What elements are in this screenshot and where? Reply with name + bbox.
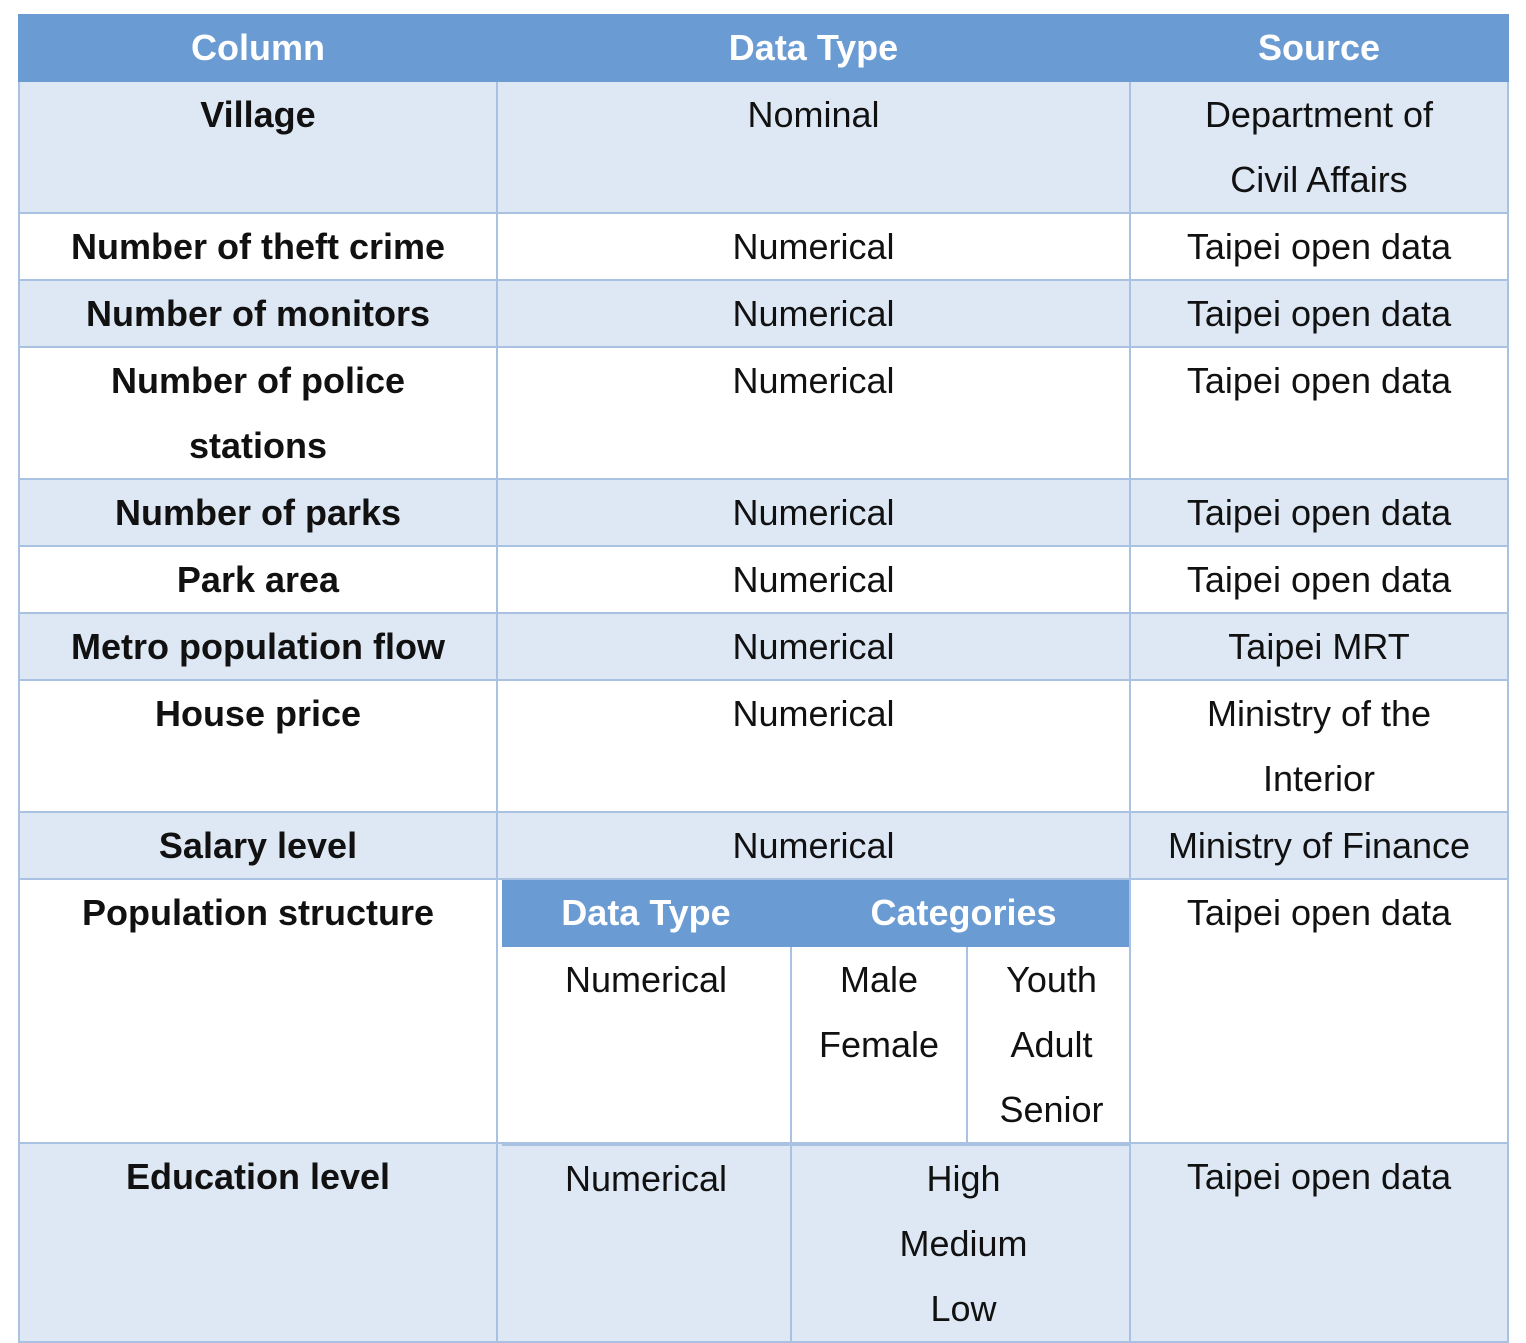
category-item: Female	[818, 1024, 940, 1065]
column-name: Metro population flow	[18, 612, 498, 681]
source: Taipei open data	[1129, 212, 1509, 281]
table-row: Metro population flow Numerical Taipei M…	[18, 612, 1509, 681]
source-line: Department of	[1204, 94, 1434, 135]
header-row: Column Data Type Source	[18, 14, 1509, 82]
sub-data-type: Numerical	[502, 945, 792, 1141]
data-type: Numerical	[496, 545, 1131, 614]
subtable-row: Numerical Male Female Youth Adult Senior	[502, 945, 1128, 1141]
category-item: Low	[930, 1288, 997, 1329]
sub-data-type: Numerical	[502, 1145, 792, 1340]
source: Taipei open data	[1129, 279, 1509, 348]
category-item: Medium	[899, 1223, 1028, 1264]
category-item: Male	[839, 959, 919, 1000]
subheader-categories: Categories	[789, 881, 1128, 947]
table-row: Salary level Numerical Ministry of Finan…	[18, 811, 1509, 880]
source-line: Interior	[1262, 758, 1376, 799]
column-name-line: stations	[188, 425, 328, 466]
population-structure-subtable: Data Type Categories Numerical Male Fema…	[502, 881, 1128, 1141]
education-level-detail: Numerical High Medium Low	[496, 1142, 1131, 1343]
source: Taipei open data	[1129, 478, 1509, 547]
age-categories: Youth Adult Senior	[965, 945, 1128, 1141]
column-name: Education level	[18, 1142, 498, 1343]
data-type: Numerical	[496, 212, 1131, 281]
column-name-line: Number of police	[110, 360, 406, 401]
source: Ministry of the Interior	[1129, 679, 1509, 813]
header-data-type: Data Type	[496, 14, 1131, 82]
data-type: Numerical	[496, 811, 1131, 880]
source: Taipei open data	[1129, 1142, 1509, 1343]
column-name: Population structure	[18, 878, 498, 1144]
header-column: Column	[18, 14, 498, 82]
source: Ministry of Finance	[1129, 811, 1509, 880]
table-row: Number of theft crime Numerical Taipei o…	[18, 212, 1509, 281]
table-row: Number of parks Numerical Taipei open da…	[18, 478, 1509, 547]
source-line: Ministry of the	[1206, 693, 1432, 734]
header-source: Source	[1129, 14, 1509, 82]
data-type: Numerical	[496, 679, 1131, 813]
education-categories: High Medium Low	[790, 1145, 1128, 1340]
data-type: Nominal	[496, 80, 1131, 214]
table-row-education-level: Education level Numerical High Medium Lo…	[18, 1142, 1509, 1343]
table-row: Number of police stations Numerical Taip…	[18, 346, 1509, 480]
source-line: Civil Affairs	[1230, 159, 1408, 200]
column-name: Number of theft crime	[18, 212, 498, 281]
source: Taipei open data	[1129, 346, 1509, 480]
column-name: House price	[18, 679, 498, 813]
source: Taipei open data	[1129, 545, 1509, 614]
column-name: Number of parks	[18, 478, 498, 547]
data-type: Numerical	[496, 612, 1131, 681]
subtable-header-row: Data Type Categories	[502, 881, 1128, 947]
category-item: Adult	[1010, 1024, 1093, 1065]
data-type: Numerical	[496, 478, 1131, 547]
column-name: Salary level	[18, 811, 498, 880]
column-name: Village	[18, 80, 498, 214]
category-item: High	[926, 1158, 1001, 1199]
table-row: Park area Numerical Taipei open data	[18, 545, 1509, 614]
column-name: Number of monitors	[18, 279, 498, 348]
table-row: House price Numerical Ministry of the In…	[18, 679, 1509, 813]
source: Taipei open data	[1129, 878, 1509, 1144]
data-type: Numerical	[496, 279, 1131, 348]
table-row: Number of monitors Numerical Taipei open…	[18, 279, 1509, 348]
category-item: Senior	[999, 1089, 1104, 1130]
data-type: Numerical	[496, 346, 1131, 480]
category-item: Youth	[1006, 959, 1097, 1000]
source: Taipei MRT	[1129, 612, 1509, 681]
subtable-row: Numerical High Medium Low	[502, 1145, 1128, 1340]
column-name: Number of police stations	[18, 346, 498, 480]
gender-categories: Male Female	[790, 945, 968, 1141]
education-level-subtable: Numerical High Medium Low	[502, 1145, 1128, 1340]
data-columns-table: Column Data Type Source Village Nominal …	[18, 14, 1509, 1343]
column-name: Park area	[18, 545, 498, 614]
source: Department of Civil Affairs	[1129, 80, 1509, 214]
subheader-data-type: Data Type	[502, 881, 792, 947]
table-row-population-structure: Population structure Data Type Categorie…	[18, 878, 1509, 1144]
table-row: Village Nominal Department of Civil Affa…	[18, 80, 1509, 214]
population-structure-detail: Data Type Categories Numerical Male Fema…	[496, 878, 1131, 1144]
